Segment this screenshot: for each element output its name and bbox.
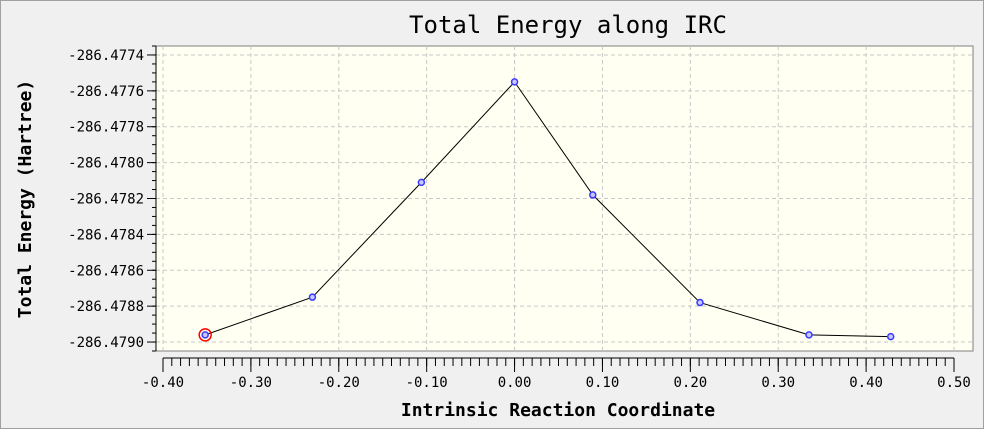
- y-tick-label: -286.4774: [68, 48, 144, 64]
- x-tick-label: -0.40: [142, 375, 184, 391]
- data-point: [589, 191, 597, 199]
- highlighted-point-ring: [198, 328, 212, 342]
- y-tick-label: -286.4778: [68, 120, 144, 136]
- y-tick-label: -286.4784: [68, 227, 144, 243]
- y-axis-label: Total Energy (Hartree): [15, 80, 36, 318]
- x-tick-label: 0.20: [673, 375, 707, 391]
- x-tick-label: 0.30: [761, 375, 795, 391]
- axis-layer: -286.4774 -286.4776 -286.4778 -286.4780 -286…: [68, 45, 971, 391]
- data-point: [510, 78, 519, 86]
- y-tick-label: -286.4790: [68, 335, 144, 351]
- series-line: [205, 81, 891, 338]
- chart-title: Total Energy along IRC: [409, 11, 727, 39]
- data-point: [696, 298, 704, 307]
- x-tick-label: 0.10: [586, 375, 620, 391]
- x-tick-label: 0.40: [849, 375, 883, 391]
- data-point: [201, 331, 209, 339]
- y-tick-label: -286.4786: [68, 263, 144, 279]
- x-tick-label: -0.30: [230, 375, 272, 391]
- data-point: [805, 331, 813, 339]
- x-tick-label: -0.20: [318, 375, 360, 391]
- y-tick-label: -286.4780: [68, 156, 144, 172]
- y-tick-label: -286.4788: [68, 299, 144, 315]
- data-point: [886, 332, 895, 341]
- data-point: [417, 178, 426, 187]
- y-tick-label: -286.4782: [68, 192, 144, 208]
- grid-layer: [156, 46, 973, 351]
- x-axis-label: Intrinsic Reaction Coordinate: [401, 400, 715, 421]
- data-point: [308, 293, 317, 301]
- x-tick-label: 0.00: [498, 375, 532, 391]
- data-layer: [198, 78, 895, 342]
- x-tick-label: 0.50: [937, 375, 971, 391]
- x-tick-label: -0.10: [406, 375, 448, 391]
- y-tick-label: -286.4776: [68, 84, 144, 100]
